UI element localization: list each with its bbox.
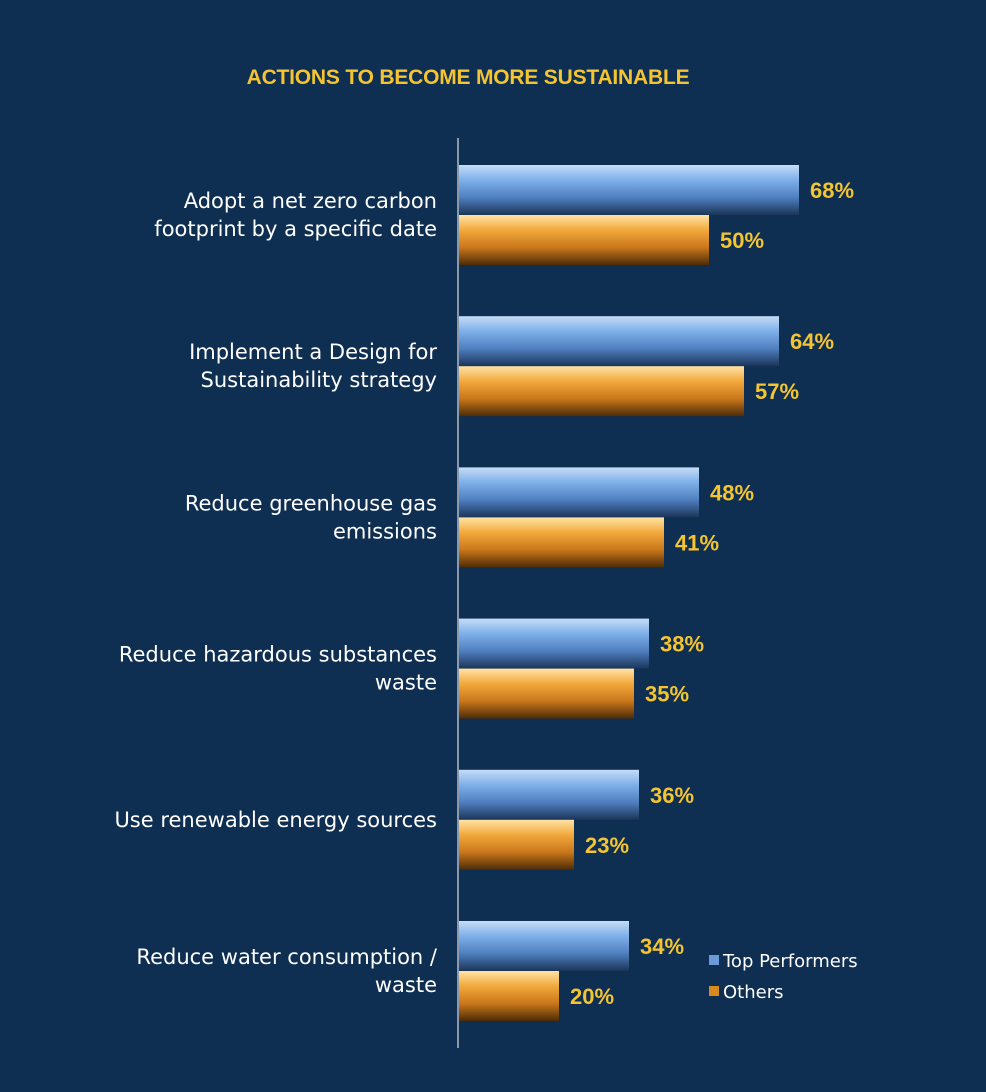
bar-others-4: [459, 668, 634, 719]
value-label-others-4: 35%: [645, 682, 689, 707]
bar-top-performers-6: [459, 921, 629, 971]
category-label-5: Use renewable energy sources: [114, 808, 437, 832]
labels-layer: 68% 50% Adopt a net zero carbon footprint b…: [114, 178, 854, 1009]
category-label-6: Reduce water consumption / waste: [136, 945, 437, 997]
bar-others-2: [459, 366, 744, 417]
category-label-4: Reduce hazardous substances waste: [119, 643, 437, 695]
legend-swatch-top-performers: [709, 955, 719, 965]
bar-top-performers-2: [459, 316, 779, 367]
bar-others-5: [459, 819, 574, 870]
category-label-1: Adopt a net zero carbon footprint by a sp…: [154, 189, 437, 241]
bar-top-performers-5: [459, 769, 639, 820]
category-label-3: Reduce greenhouse gas emissions: [185, 491, 437, 543]
value-label-others-5: 23%: [585, 833, 629, 858]
value-label-top-performers-5: 36%: [650, 783, 694, 808]
bar-others-1: [459, 215, 709, 265]
bar-top-performers-3: [459, 467, 699, 518]
value-label-others-3: 41%: [675, 530, 719, 555]
value-label-others-1: 50%: [720, 228, 764, 253]
value-label-top-performers-6: 34%: [640, 934, 684, 959]
bar-others-3: [459, 517, 664, 568]
value-label-others-6: 20%: [570, 984, 614, 1009]
bar-top-performers-1: [459, 165, 799, 215]
value-label-others-2: 57%: [755, 379, 799, 404]
value-label-top-performers-2: 64%: [790, 329, 834, 354]
chart-title: ACTIONS TO BECOME MORE SUSTAINABLE: [246, 66, 690, 89]
legend-label-others: Others: [723, 982, 784, 1003]
legend: Top Performers Others: [709, 951, 858, 1003]
bar-others-6: [459, 971, 559, 1021]
bar-top-performers-4: [459, 618, 649, 669]
legend-swatch-others: [709, 986, 719, 996]
legend-label-top-performers: Top Performers: [722, 951, 858, 972]
value-label-top-performers-4: 38%: [660, 632, 704, 657]
value-label-top-performers-3: 48%: [710, 480, 754, 505]
bars-layer: [459, 165, 799, 1021]
category-label-2: Implement a Design for Sustainability str…: [189, 340, 437, 392]
value-label-top-performers-1: 68%: [810, 178, 854, 203]
